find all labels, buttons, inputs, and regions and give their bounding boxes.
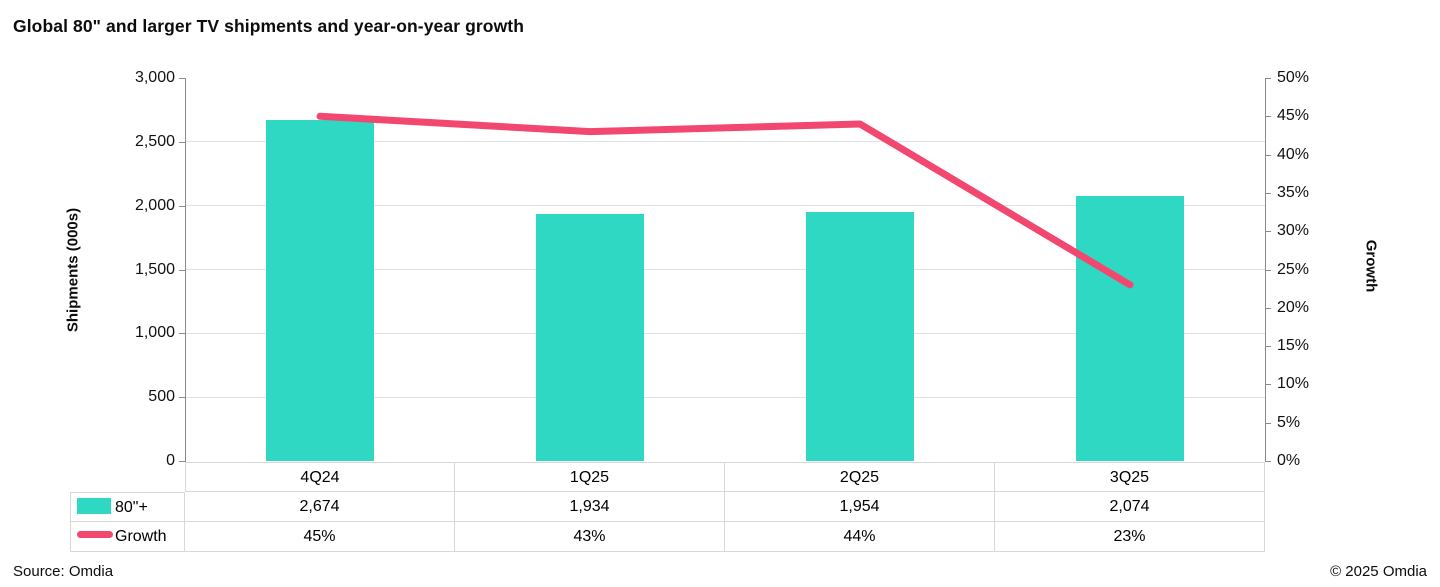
left-axis-tick xyxy=(179,78,185,79)
right-axis-tick-label: 5% xyxy=(1277,413,1301,431)
chart-title: Global 80" and larger TV shipments and y… xyxy=(13,16,525,36)
bar-1Q25 xyxy=(536,214,644,461)
right-axis-tick xyxy=(1265,384,1271,386)
right-axis-tick xyxy=(1265,307,1271,309)
table-header-1Q25: 1Q25 xyxy=(455,462,725,492)
table-cell-3Q25-shipments: 2,074 xyxy=(995,492,1265,522)
gridline xyxy=(185,396,1265,398)
line-legend-swatch xyxy=(77,531,113,538)
right-axis-tick xyxy=(1265,269,1271,271)
right-axis-tick-label: 0% xyxy=(1277,452,1301,469)
bar-legend-swatch xyxy=(77,498,111,514)
left-axis-tick-label: 3,000 xyxy=(134,69,175,86)
left-axis-tick xyxy=(179,205,185,207)
right-axis-line xyxy=(1265,78,1266,462)
legend-growth: Growth xyxy=(70,522,185,552)
bar-3Q25 xyxy=(1076,196,1184,461)
table-cell-3Q25-growth: 23% xyxy=(995,522,1265,552)
left-axis-tick-label: 2,000 xyxy=(134,196,175,214)
gridline xyxy=(185,332,1265,334)
legend-shipments: 80"+ xyxy=(70,492,185,522)
right-axis-tick-label: 40% xyxy=(1277,145,1310,163)
left-axis-tick xyxy=(179,333,185,335)
right-axis-tick xyxy=(1265,192,1271,194)
left-axis-tick xyxy=(179,141,185,143)
right-axis-tick-label: 10% xyxy=(1277,375,1310,393)
copyright-note: © 2025 Omdia xyxy=(1330,563,1427,580)
left-axis-line xyxy=(185,78,186,462)
bar-4Q24 xyxy=(266,119,374,461)
table-header-4Q24: 4Q24 xyxy=(185,462,455,492)
right-axis-tick xyxy=(1265,422,1271,424)
right-axis-tick-label: 50% xyxy=(1277,69,1310,86)
table-header-3Q25: 3Q25 xyxy=(995,462,1265,492)
bar-2Q25 xyxy=(806,211,914,461)
table-cell-1Q25-growth: 43% xyxy=(455,522,725,552)
right-axis-tick-label: 15% xyxy=(1277,337,1310,355)
table-cell-1Q25-shipments: 1,934 xyxy=(455,492,725,522)
right-axis-tick-label: 30% xyxy=(1277,222,1310,240)
right-axis-tick xyxy=(1265,461,1271,462)
source-note: Source: Omdia xyxy=(13,563,114,580)
table-cell-2Q25-shipments: 1,954 xyxy=(725,492,995,522)
right-axis-tick xyxy=(1265,78,1271,79)
right-axis-tick xyxy=(1265,231,1271,233)
table-cell-4Q24-growth: 45% xyxy=(185,522,455,552)
left-axis-tick xyxy=(179,397,185,399)
left-axis-tick-label: 1,000 xyxy=(134,324,175,342)
right-axis-tick xyxy=(1265,154,1271,156)
right-axis-tick-label: 35% xyxy=(1277,183,1310,201)
right-axis-tick-label: 20% xyxy=(1277,298,1310,316)
table-cell-2Q25-growth: 44% xyxy=(725,522,995,552)
right-axis-title: Growth xyxy=(1362,239,1380,293)
left-axis-tick-label: 2,500 xyxy=(134,132,175,150)
left-axis-tick xyxy=(179,269,185,271)
left-axis-tick-label: 0 xyxy=(166,452,175,469)
table-cell-4Q24-shipments: 2,674 xyxy=(185,492,455,522)
left-axis-tick xyxy=(179,461,185,462)
right-axis-tick-label: 25% xyxy=(1277,260,1310,278)
left-axis-tick-label: 500 xyxy=(148,388,175,406)
right-axis-tick-label: 45% xyxy=(1277,107,1310,125)
legend-label: Growth xyxy=(115,528,167,545)
right-axis-tick xyxy=(1265,116,1271,118)
left-axis-tick-label: 1,500 xyxy=(134,260,175,278)
right-axis-tick xyxy=(1265,346,1271,348)
table-header-2Q25: 2Q25 xyxy=(725,462,995,492)
left-axis-title: Shipments (000s) xyxy=(64,207,82,333)
legend-label: 80"+ xyxy=(115,499,148,516)
